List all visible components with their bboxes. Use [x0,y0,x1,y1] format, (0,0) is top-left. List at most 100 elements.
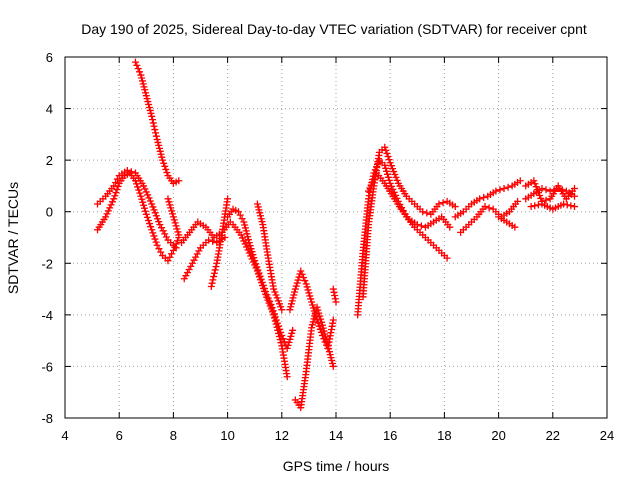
data-point [152,132,160,140]
data-point [112,189,120,197]
y-tick-label: 2 [46,153,53,168]
data-point [330,288,338,296]
data-point [285,338,293,346]
data-point [308,298,316,306]
data-point [239,234,247,242]
data-point [156,221,164,229]
series-track-c [131,58,183,187]
data-point [173,225,181,233]
x-tick-label: 6 [116,428,123,443]
data-point [211,266,219,274]
data-point [527,203,535,211]
data-point [175,231,183,239]
data-point [314,306,322,314]
data-point [252,264,260,272]
data-point [185,265,193,273]
data-point [168,210,176,218]
data-point [152,129,160,137]
data-point [332,298,340,306]
series-track-d [164,195,183,239]
data-point [123,166,131,174]
data-point [283,373,291,381]
data-point [570,203,578,211]
data-point [180,275,188,283]
data-point [476,195,484,203]
series-track-u [522,177,578,205]
data-point [329,362,337,370]
data-point [419,208,427,216]
data-point [385,176,393,184]
data-point [307,295,315,303]
data-point [172,222,180,230]
x-tick-label: 10 [220,428,234,443]
data-point [171,219,179,227]
data-point [151,126,159,134]
data-point [159,156,167,164]
x-tick-label: 12 [275,428,289,443]
data-point [127,168,135,176]
data-point [305,289,313,297]
data-point [542,196,550,204]
data-point [314,319,322,327]
series-track-p [365,169,454,231]
data-point [251,261,259,269]
data-point [209,276,217,284]
y-tick-label: -8 [41,411,53,426]
data-point [277,339,285,347]
data-point [241,240,249,248]
x-tick-label: 14 [329,428,343,443]
data-point [212,263,220,271]
data-point [365,187,373,195]
data-point [163,169,171,177]
data-point [244,246,252,254]
data-point [143,213,151,221]
data-point [135,186,143,194]
data-point [289,326,297,334]
data-point [443,254,451,262]
data-point [103,210,111,218]
data-point [161,162,169,170]
data-point [496,186,504,194]
data-point [190,256,198,264]
data-point [240,237,248,245]
data-point [140,204,148,212]
series-track-r [457,197,522,236]
data-point [382,164,390,172]
data-point [170,216,178,224]
data-point [104,207,112,215]
data-point [246,242,254,250]
series-track-n [354,156,451,319]
data-point [113,186,121,194]
data-point [273,323,281,331]
series-track-a [94,169,183,265]
data-point [384,173,392,181]
data-point [243,243,251,251]
data-point [381,143,389,151]
data-point [141,207,149,215]
data-point [150,122,158,130]
axis-ticks [64,56,608,419]
data-point [301,277,309,285]
data-point [451,203,459,211]
data-point [148,116,156,124]
data-point [567,202,575,210]
data-point [534,201,542,209]
data-point [210,273,218,281]
data-point [157,224,165,232]
x-tick-label: 24 [600,428,614,443]
data-point [369,178,377,186]
data-point [151,235,159,243]
data-point [531,202,539,210]
data-point [272,320,280,328]
data-point [538,185,546,193]
data-point [304,286,312,294]
data-point [423,209,431,217]
data-point [183,269,191,277]
data-point [516,177,524,185]
data-point [417,222,425,230]
data-point [303,283,311,291]
grid-lines [65,57,607,418]
data-point [106,204,114,212]
data-point [331,292,339,300]
data-point [511,223,519,231]
